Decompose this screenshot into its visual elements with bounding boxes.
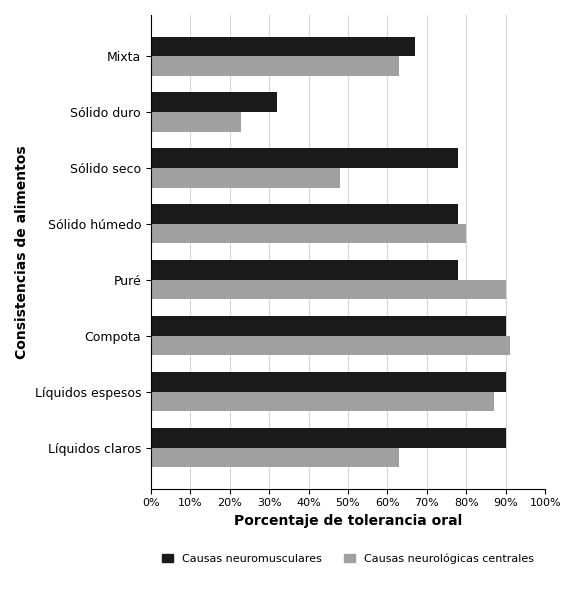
- X-axis label: Porcentaje de tolerancia oral: Porcentaje de tolerancia oral: [234, 514, 462, 528]
- Bar: [151, 372, 506, 392]
- Bar: [151, 37, 415, 56]
- Bar: [151, 392, 494, 411]
- Bar: [151, 204, 458, 224]
- Bar: [151, 316, 506, 336]
- Bar: [151, 168, 340, 187]
- Bar: [151, 149, 458, 168]
- Y-axis label: Consistencias de alimentos: Consistencias de alimentos: [15, 145, 29, 359]
- Bar: [151, 224, 467, 244]
- Bar: [151, 280, 506, 300]
- Bar: [151, 336, 510, 356]
- Bar: [151, 260, 458, 280]
- Legend: Causas neuromusculares, Causas neurológicas centrales: Causas neuromusculares, Causas neurológi…: [157, 549, 539, 569]
- Bar: [151, 448, 399, 467]
- Bar: [151, 428, 506, 448]
- Bar: [151, 112, 241, 131]
- Bar: [151, 56, 399, 76]
- Bar: [151, 93, 277, 112]
